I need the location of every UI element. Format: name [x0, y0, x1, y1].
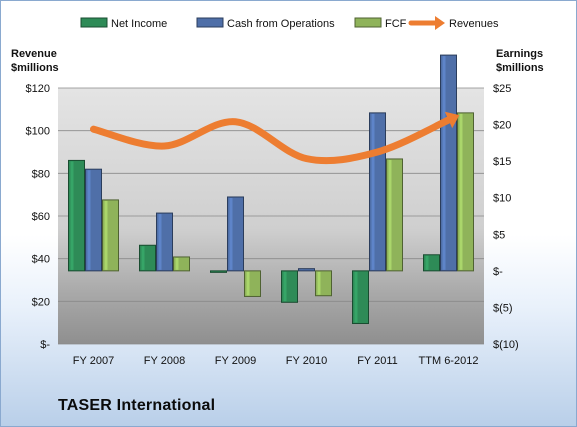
revenues-arrow-head: [444, 111, 460, 129]
legend-arrow-revenues: [435, 16, 445, 30]
bar-highlight-fcf: [175, 257, 179, 270]
right-tick-label: $15: [493, 156, 511, 168]
left-axis-title: Revenue: [11, 48, 57, 60]
bar-highlight-cash-from-operations: [229, 197, 233, 270]
legend-swatch-net-income: [80, 17, 108, 28]
left-tick-label: $60: [32, 211, 50, 223]
bar-highlight-fcf: [459, 113, 463, 270]
bar-highlight-cash-from-operations: [158, 214, 162, 270]
left-axis-title: $millions: [11, 62, 59, 74]
left-tick-label: $100: [26, 126, 50, 138]
category-label: FY 2010: [286, 355, 327, 367]
left-tick-label: $120: [26, 83, 50, 95]
legend-swatch-fcf: [354, 17, 382, 28]
right-tick-label: $25: [493, 83, 511, 95]
bar-highlight-net-income: [283, 271, 287, 302]
bar-highlight-cash-from-operations: [87, 170, 91, 270]
right-tick-label: $5: [493, 229, 505, 241]
left-tick-label: $20: [32, 296, 50, 308]
right-tick-label: $-: [493, 266, 503, 278]
bar-cash-from-operations: [298, 268, 315, 272]
bar-highlight-net-income: [70, 161, 74, 270]
chart-title: TASER International: [58, 397, 216, 414]
bar-highlight-fcf: [388, 159, 392, 270]
bar-highlight-net-income: [425, 255, 429, 270]
bar-highlight-net-income: [354, 271, 358, 323]
legend-label-revenues: Revenues: [449, 18, 499, 30]
left-tick-label: $-: [40, 339, 50, 351]
legend-label-net-income: Net Income: [111, 18, 167, 30]
right-axis-title: Earnings: [496, 48, 543, 60]
category-label: FY 2007: [73, 355, 114, 367]
category-label: FY 2008: [144, 355, 185, 367]
bar-highlight-cash-from-operations: [371, 113, 375, 270]
bar-highlight-cash-from-operations: [442, 56, 446, 270]
bar-highlight-fcf: [246, 271, 250, 296]
category-label: FY 2011: [357, 355, 398, 367]
category-label: TTM 6-2012: [419, 355, 479, 367]
right-tick-label: $10: [493, 193, 511, 205]
right-tick-label: $20: [493, 120, 511, 132]
legend-label-fcf: FCF: [385, 18, 407, 30]
bar-highlight-net-income: [141, 246, 145, 270]
left-tick-label: $80: [32, 168, 50, 180]
right-axis-title: $millions: [496, 62, 544, 74]
legend-swatch-cash-from-operations: [196, 17, 224, 28]
right-tick-label: $(5): [493, 302, 513, 314]
bar-highlight-fcf: [317, 271, 321, 295]
right-tick-label: $(10): [493, 339, 519, 351]
bar-net-income: [210, 270, 227, 273]
category-label: FY 2009: [215, 355, 256, 367]
left-tick-label: $40: [32, 254, 50, 266]
revenues-line: [90, 116, 452, 165]
bar-highlight-fcf: [104, 200, 108, 270]
legend-label-cash-from-operations: Cash from Operations: [227, 18, 335, 30]
